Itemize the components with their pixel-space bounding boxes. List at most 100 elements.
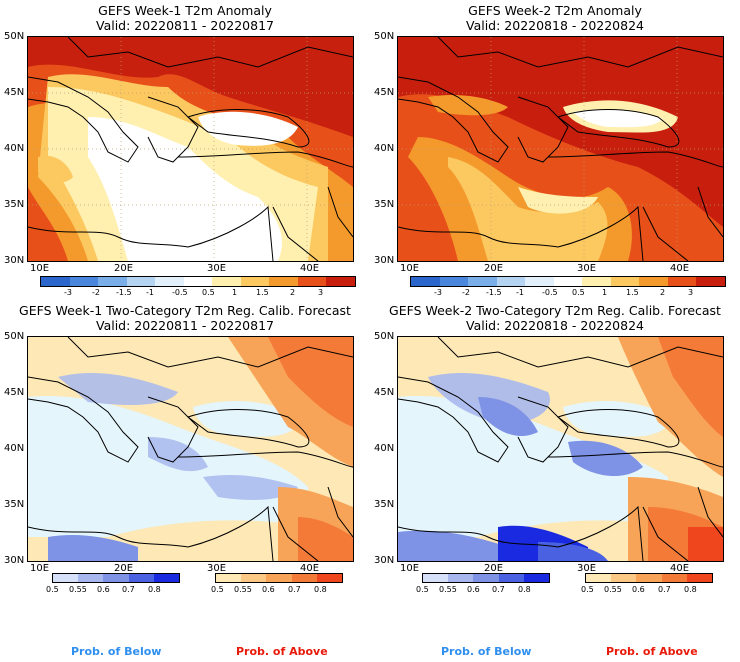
cbar-label: -2	[92, 288, 100, 297]
lat-label: 50N	[374, 31, 395, 42]
panel-week1-probability: GEFS Week-1 Two-Category T2m Reg. Calib.…	[0, 300, 370, 600]
below-colorbar	[52, 573, 180, 583]
cbar-label: 0.8	[148, 585, 161, 594]
cbar-label: 0.6	[97, 585, 110, 594]
lat-label: 35N	[374, 199, 395, 210]
lon-label: 10E	[30, 563, 50, 574]
cbar-label: 0.7	[288, 585, 301, 594]
cbar-label: 2	[290, 288, 296, 297]
probability-map	[397, 336, 724, 562]
cbar-label: 0.5	[46, 585, 59, 594]
probability-map	[27, 336, 354, 562]
cbar-label: 1	[602, 288, 608, 297]
prob-above-label: Prob. of Above	[606, 645, 698, 658]
cbar-label: 2	[660, 288, 666, 297]
cbar-label: 0.5	[202, 288, 215, 297]
lon-label: 40E	[670, 563, 690, 574]
anomaly-map	[397, 36, 724, 262]
panel-valid: Valid: 20220818 - 20220824	[465, 318, 644, 333]
cbar-label: 0.8	[314, 585, 327, 594]
panel-valid: Valid: 20220811 - 20220817	[95, 318, 274, 333]
lon-label: 10E	[400, 263, 420, 274]
lon-label: 20E	[484, 563, 504, 574]
lat-label: 40N	[374, 143, 395, 154]
lat-label: 40N	[374, 443, 395, 454]
panel-title: GEFS Week-1 Two-Category T2m Reg. Calib.…	[19, 303, 351, 318]
lat-label: 35N	[374, 499, 395, 510]
prob-above-label: Prob. of Above	[236, 645, 328, 658]
anomaly-map	[27, 36, 354, 262]
panel-week1-anomaly: GEFS Week-1 T2m Anomaly Valid: 20220811 …	[0, 0, 370, 300]
cbar-label: 0.6	[262, 585, 275, 594]
cbar-label: 1.5	[626, 288, 639, 297]
cbar-label: 1.5	[256, 288, 269, 297]
lat-label: 30N	[374, 555, 395, 566]
lon-label: 10E	[400, 563, 420, 574]
cbar-label: 0.7	[658, 585, 671, 594]
lat-label: 30N	[374, 255, 395, 266]
cbar-label: 0.55	[439, 585, 457, 594]
cbar-label: -1.5	[486, 288, 502, 297]
cbar-label: 0.55	[69, 585, 87, 594]
lat-label: 45N	[4, 387, 25, 398]
cbar-label: 0.55	[234, 585, 252, 594]
cbar-label: 0.6	[632, 585, 645, 594]
panel-title: GEFS Week-2 Two-Category T2m Reg. Calib.…	[389, 303, 721, 318]
cbar-label: 0.8	[684, 585, 697, 594]
lat-label: 35N	[4, 499, 25, 510]
lon-label: 40E	[300, 563, 320, 574]
lat-label: 40N	[4, 143, 25, 154]
lat-label: 45N	[374, 87, 395, 98]
cbar-label: -1.5	[116, 288, 132, 297]
cbar-label: 0.5	[416, 585, 429, 594]
lon-label: 10E	[30, 263, 50, 274]
cbar-label: -0.5	[172, 288, 188, 297]
cbar-label: 3	[688, 288, 694, 297]
cbar-label: -3	[64, 288, 72, 297]
lon-label: 40E	[300, 263, 320, 274]
cbar-label: 0.55	[604, 585, 622, 594]
cbar-label: 0.5	[211, 585, 224, 594]
cbar-label: 0.7	[122, 585, 135, 594]
lat-label: 30N	[4, 255, 25, 266]
lat-label: 45N	[374, 387, 395, 398]
prob-below-label: Prob. of Below	[71, 645, 162, 658]
lat-label: 50N	[4, 331, 25, 342]
lon-label: 30E	[577, 263, 597, 274]
panel-title: GEFS Week-1 T2m Anomaly	[98, 3, 272, 18]
lon-label: 20E	[114, 263, 134, 274]
cbar-label: 1	[232, 288, 238, 297]
lat-label: 50N	[374, 331, 395, 342]
lon-label: 30E	[207, 263, 227, 274]
cbar-label: -1	[516, 288, 524, 297]
panel-week2-anomaly: GEFS Week-2 T2m Anomaly Valid: 20220818 …	[370, 0, 740, 300]
lon-label: 40E	[670, 263, 690, 274]
cbar-label: -2	[462, 288, 470, 297]
cbar-label: -0.5	[542, 288, 558, 297]
cbar-label: 0.6	[467, 585, 480, 594]
cbar-label: -1	[146, 288, 154, 297]
lon-label: 30E	[577, 563, 597, 574]
lon-label: 30E	[207, 563, 227, 574]
lon-label: 20E	[484, 263, 504, 274]
panel-week2-probability: GEFS Week-2 Two-Category T2m Reg. Calib.…	[370, 300, 740, 600]
above-colorbar	[215, 573, 343, 583]
lat-label: 35N	[4, 199, 25, 210]
panel-valid: Valid: 20220818 - 20220824	[465, 18, 644, 33]
lat-label: 30N	[4, 555, 25, 566]
lon-label: 20E	[114, 563, 134, 574]
cbar-label: 0.7	[492, 585, 505, 594]
panel-valid: Valid: 20220811 - 20220817	[95, 18, 274, 33]
lat-label: 40N	[4, 443, 25, 454]
anomaly-colorbar	[40, 276, 356, 287]
above-colorbar	[585, 573, 713, 583]
cbar-label: 3	[318, 288, 324, 297]
panel-title: GEFS Week-2 T2m Anomaly	[468, 3, 642, 18]
cbar-label: -3	[434, 288, 442, 297]
below-colorbar	[422, 573, 550, 583]
prob-below-label: Prob. of Below	[441, 645, 532, 658]
cbar-label: 0.8	[518, 585, 531, 594]
cbar-label: 0.5	[581, 585, 594, 594]
lat-label: 45N	[4, 87, 25, 98]
anomaly-colorbar	[410, 276, 726, 287]
